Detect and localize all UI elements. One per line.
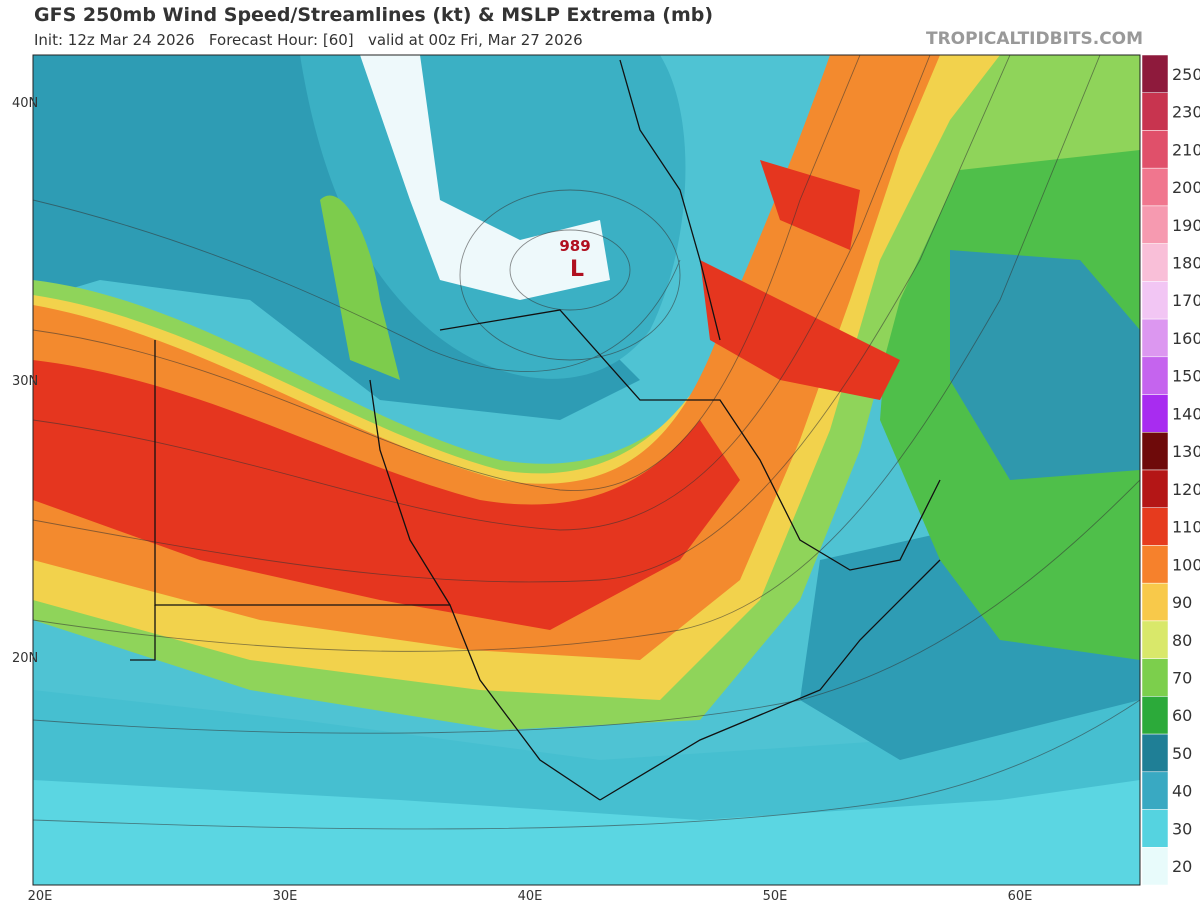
colorbar-label: 140 xyxy=(1172,404,1200,423)
colorbar-label: 250 xyxy=(1172,65,1200,84)
colorbar-label: 40 xyxy=(1172,782,1192,801)
colorbar-segment xyxy=(1141,696,1169,735)
colorbar-segment xyxy=(1141,205,1169,244)
colorbar-segment xyxy=(1141,469,1169,508)
colorbar-segment xyxy=(1141,847,1169,886)
colorbar-label: 160 xyxy=(1172,329,1200,348)
subtitle: Init: 12z Mar 24 2026 Forecast Hour: [60… xyxy=(34,31,583,49)
colorbar-label: 200 xyxy=(1172,178,1200,197)
colorbar-segment xyxy=(1141,620,1169,659)
credit: TROPICALTIDBITS.COM xyxy=(926,29,1144,49)
colorbar-label: 170 xyxy=(1172,291,1200,310)
colorbar-segment xyxy=(1141,318,1169,358)
colorbar-segment xyxy=(1141,356,1169,395)
colorbar-label: 100 xyxy=(1172,555,1200,574)
colorbar-segment xyxy=(1141,582,1169,622)
lon-label: 50E xyxy=(763,889,788,902)
colorbar-label: 70 xyxy=(1172,669,1192,688)
colorbar-segment xyxy=(1141,432,1169,471)
colorbar-label: 90 xyxy=(1172,593,1192,612)
low-pressure: 989 xyxy=(559,237,590,255)
colorbar-segment xyxy=(1141,733,1169,773)
colorbar-segment xyxy=(1141,54,1169,93)
colorbar-label: 150 xyxy=(1172,367,1200,386)
colorbar-label: 110 xyxy=(1172,518,1200,537)
colorbar-segment xyxy=(1141,771,1169,810)
colorbar-label: 80 xyxy=(1172,631,1192,650)
colorbar-segment xyxy=(1141,545,1169,584)
colorbar-label: 120 xyxy=(1172,480,1200,499)
lon-label: 40E xyxy=(518,889,543,902)
colorbar-segment xyxy=(1141,243,1169,282)
colorbar-label: 30 xyxy=(1172,819,1192,838)
colorbar-label: 230 xyxy=(1172,103,1200,122)
colorbar-segment xyxy=(1141,658,1169,697)
colorbar-segment xyxy=(1141,281,1169,320)
colorbar-label: 180 xyxy=(1172,254,1200,273)
colorbar-segment xyxy=(1141,507,1169,546)
colorbar-label: 210 xyxy=(1172,140,1200,159)
lon-label: 20E xyxy=(28,889,53,902)
title: GFS 250mb Wind Speed/Streamlines (kt) & … xyxy=(34,4,714,26)
colorbar-segment xyxy=(1141,130,1169,169)
map xyxy=(33,55,1140,885)
colorbar-segment xyxy=(1141,167,1169,207)
colorbar-segment xyxy=(1141,92,1169,131)
colorbar-label: 20 xyxy=(1172,857,1192,876)
colorbar-label: 130 xyxy=(1172,442,1200,461)
lat-label: 40N xyxy=(12,96,38,111)
lat-label: 30N xyxy=(12,374,38,389)
lon-label: 60E xyxy=(1008,889,1033,902)
low-symbol: L xyxy=(570,257,584,282)
colorbar-segment xyxy=(1141,394,1169,433)
colorbar-label: 190 xyxy=(1172,216,1200,235)
lat-label: 20N xyxy=(12,651,38,666)
colorbar-segment xyxy=(1141,809,1169,848)
colorbar-label: 60 xyxy=(1172,706,1192,725)
colorbar-label: 50 xyxy=(1172,744,1192,763)
lon-label: 30E xyxy=(273,889,298,902)
